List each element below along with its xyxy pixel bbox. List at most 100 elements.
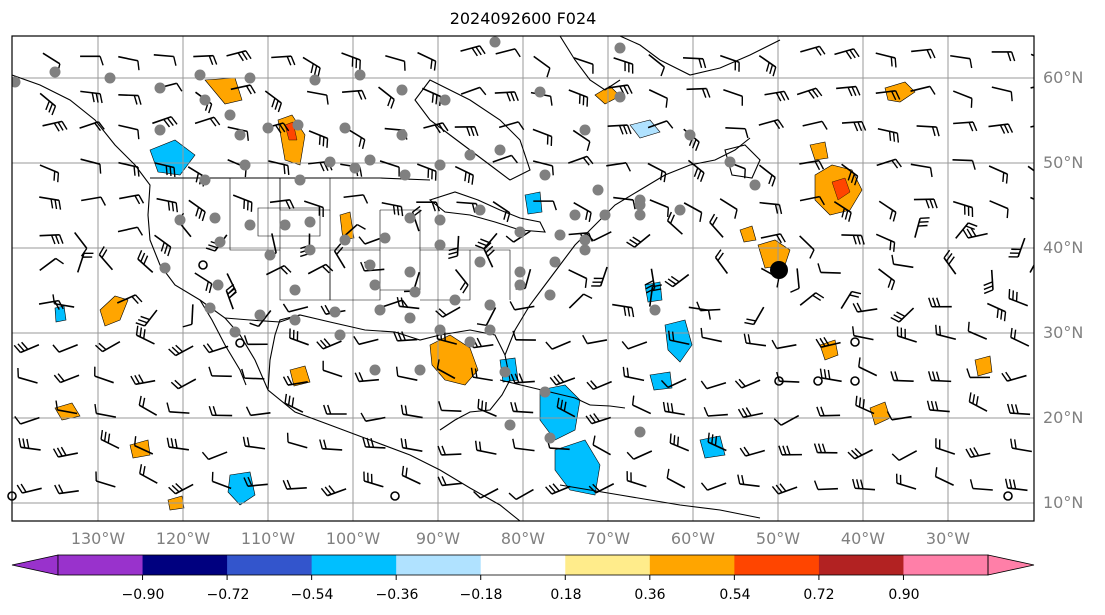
wind-barb: [916, 125, 940, 137]
lon-label-110w: 110°W: [240, 529, 296, 548]
wind-barb: [950, 54, 973, 69]
wind-barb: [613, 196, 636, 210]
wind-barb: [249, 310, 272, 328]
wind-barb: [649, 199, 670, 217]
wind-barb: [188, 199, 206, 222]
station-dot: [409, 286, 421, 298]
wind-barb: [400, 404, 423, 419]
wind-barb: [437, 476, 463, 487]
wind-barb: [474, 440, 497, 455]
station-dot: [592, 184, 604, 196]
wind-barb: [379, 160, 400, 177]
wind-barb: [269, 199, 295, 210]
wind-barb: [323, 404, 347, 415]
positive-shading-area: [99, 295, 129, 327]
station-dot: [599, 209, 611, 221]
wind-barb: [94, 403, 117, 418]
storm-center-marker: [770, 261, 788, 279]
wind-barb: [626, 233, 651, 248]
wind-barb: [758, 54, 777, 77]
station-dot: [569, 209, 581, 221]
wind-barb: [758, 118, 784, 130]
wind-barb: [588, 483, 615, 494]
wind-barb: [890, 307, 915, 323]
wind-barb: [771, 339, 797, 350]
wind-barb: [18, 437, 41, 451]
wind-barb: [778, 445, 802, 456]
wind-barb: [400, 438, 423, 452]
wind-barb: [194, 272, 213, 294]
wind-barb: [166, 437, 190, 451]
wind-barb: [790, 268, 800, 293]
wind-barb: [232, 194, 253, 212]
wind-barb: [660, 378, 687, 389]
positive-shading-area: [289, 365, 311, 387]
state-borders: [229, 178, 511, 301]
colorbar-cell: [565, 555, 651, 575]
negative-shading-area: [664, 319, 693, 363]
wind-barb: [510, 373, 535, 384]
station-dot: [504, 419, 516, 431]
wind-barb: [1010, 438, 1032, 453]
station-dot: [396, 84, 408, 96]
wind-barb: [911, 48, 936, 59]
wind-barb: [284, 393, 304, 413]
wind-barb: [662, 401, 685, 416]
wind-barb: [988, 123, 1014, 134]
wind-barb: [135, 309, 158, 327]
wind-barb: [815, 336, 841, 348]
station-dot: [494, 144, 506, 156]
station-dot: [379, 232, 391, 244]
wind-barb: [193, 54, 218, 65]
wind-barb: [952, 159, 976, 170]
wind-barb: [743, 333, 767, 347]
station-dot: [489, 36, 501, 48]
station-dot: [544, 289, 556, 301]
wind-barb: [39, 164, 60, 183]
wind-barb: [395, 366, 418, 381]
wind-barb: [470, 367, 493, 382]
station-dot: [634, 199, 646, 211]
wind-barb: [98, 246, 114, 271]
colorbar-tick-label: −0.54: [290, 587, 334, 603]
wind-barb: [118, 55, 140, 71]
station-dot: [339, 122, 351, 134]
wind-barb: [968, 392, 988, 412]
us-canada-border: [150, 177, 431, 181]
station-dot: [474, 204, 486, 216]
positive-shading-area: [757, 239, 791, 269]
wind-barb: [385, 55, 406, 71]
station-dot: [174, 214, 186, 226]
wind-barb: [498, 121, 525, 131]
wind-barb: [474, 232, 498, 250]
wind-barb: [118, 124, 140, 140]
colorbar-tick-label: −0.72: [206, 587, 250, 603]
wind-barb: [116, 294, 143, 305]
map-frame: [11, 35, 1035, 522]
station-dot: [449, 294, 461, 306]
station-dot: [554, 229, 566, 241]
wind-barb: [841, 120, 867, 132]
station-dot: [364, 259, 376, 271]
wind-barb: [586, 380, 612, 391]
wind-barb: [512, 438, 535, 452]
wind-barb: [476, 307, 497, 326]
station-dot: [154, 82, 166, 94]
wind-barb: [393, 331, 418, 342]
wind-barb: [1029, 263, 1034, 273]
wind-barb: [969, 479, 993, 491]
wind-barb: [230, 84, 256, 95]
wind-barb: [1027, 165, 1034, 172]
station-dot: [514, 266, 526, 278]
station-dot: [414, 364, 426, 376]
wind-barb: [719, 198, 738, 219]
wind-barb: [626, 471, 647, 488]
wind-barb: [460, 45, 486, 57]
negative-shading-area: [524, 191, 543, 215]
wind-barb: [965, 447, 991, 459]
wind-barb: [401, 465, 421, 485]
station-dot: [464, 149, 476, 161]
wind-barb: [138, 395, 158, 416]
lon-label-50w: 50°W: [755, 529, 801, 548]
